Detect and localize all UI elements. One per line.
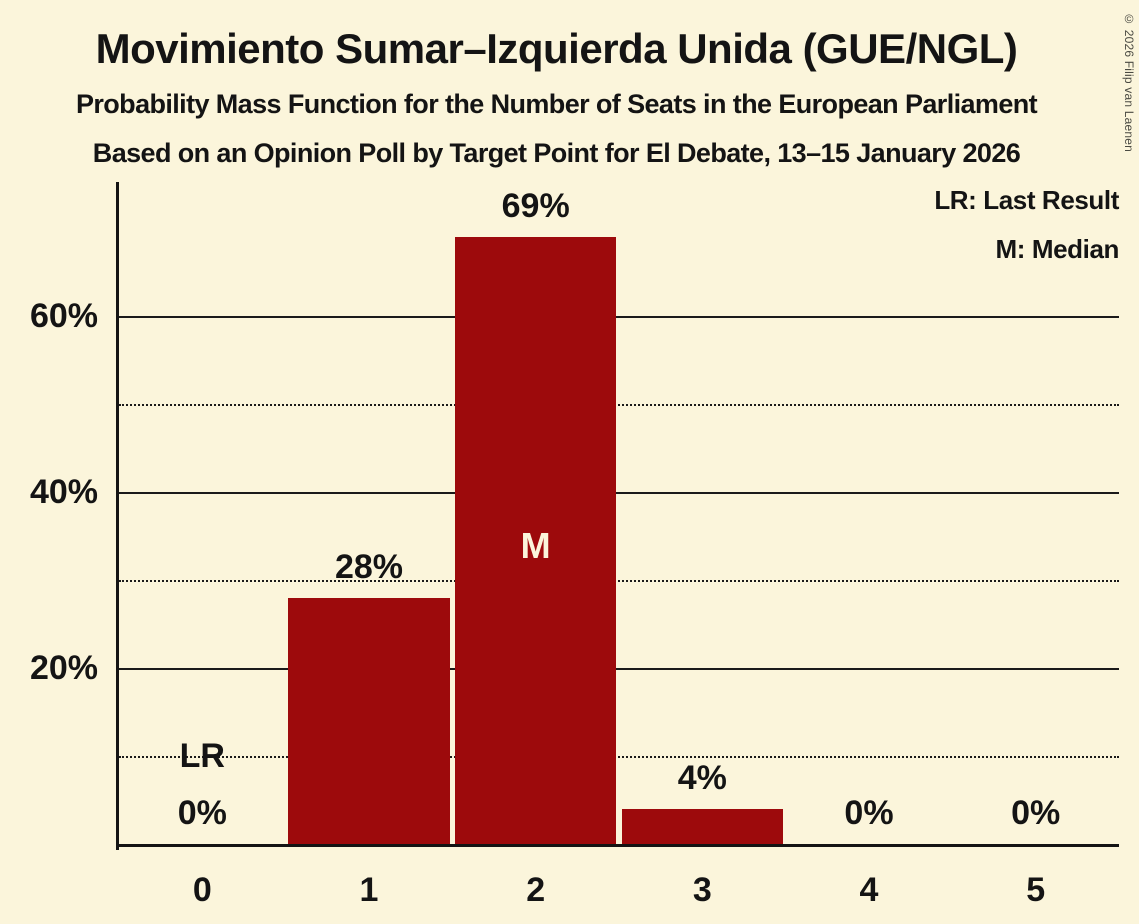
bar-seats-3 [621, 808, 784, 844]
bar-seats-1 [288, 597, 450, 844]
copyright-notice: © 2026 Filip van Laenen [1122, 12, 1136, 153]
y-axis-tick-label-60: 60% [29, 297, 98, 335]
x-axis-tick-label-2: 2 [526, 871, 546, 909]
gridline-solid-60 [119, 316, 1119, 318]
chart-title: Movimiento Sumar–Izquierda Unida (GUE/NG… [95, 25, 1018, 72]
y-axis-tick-label-20: 20% [29, 649, 98, 687]
gridline-dotted-30 [119, 580, 1119, 582]
x-axis-tick-label-5: 5 [1026, 871, 1046, 909]
gridline-solid-20 [119, 668, 1119, 670]
gridline-dotted-50 [119, 404, 1119, 406]
legend-median: M: Median [995, 234, 1119, 264]
y-axis-line [116, 182, 119, 850]
annotation-m: M [520, 524, 551, 566]
plot-area: 20% 40% 60% 0% 0 28% 1 69% 2 4% 3 0% 4 0% 5 LR M [30, 182, 1119, 907]
gridline-dotted-10 [119, 756, 1119, 758]
bar-value-label-0: 0% [177, 794, 227, 832]
x-axis-line [116, 844, 1119, 847]
bar-value-label-5: 0% [1011, 794, 1061, 832]
x-axis-tick-label-4: 4 [859, 871, 879, 909]
chart-subtitle-poll: Based on an Opinion Poll by Target Point… [92, 138, 1021, 168]
x-axis-tick-label-0: 0 [192, 871, 212, 909]
chart-subtitle-pmf: Probability Mass Function for the Number… [75, 89, 1038, 119]
legend-last-result: LR: Last Result [934, 185, 1119, 215]
annotation-lr: LR [179, 737, 225, 775]
bar-value-label-2: 69% [501, 186, 570, 225]
x-axis-tick-label-3: 3 [692, 871, 712, 909]
y-axis-tick-label-40: 40% [29, 473, 98, 511]
bar-seats-2 [454, 236, 617, 844]
gridline-solid-40 [119, 492, 1119, 494]
bar-value-label-3: 4% [677, 758, 727, 797]
bar-value-label-1: 28% [334, 547, 404, 586]
bar-value-label-4: 0% [844, 794, 894, 832]
x-axis-tick-label-1: 1 [359, 871, 379, 909]
